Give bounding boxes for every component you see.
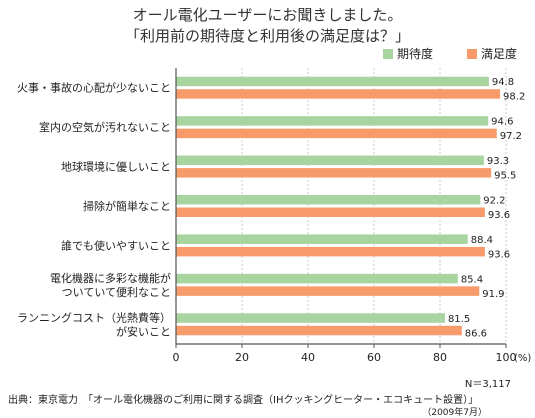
category-label: ランニングコスト（光熱費等） [17, 310, 171, 324]
bar-expect [176, 195, 481, 205]
legend-label-expect: 期待度 [397, 46, 433, 61]
bar-expect [176, 76, 489, 87]
chart-title-line2: 「利用前の期待度と利用後の満足度は？」 [124, 27, 410, 45]
bar-satisfy [176, 246, 485, 257]
data-label-satisfy: 97.2 [500, 131, 522, 142]
bar-expect [176, 234, 468, 244]
data-label-expect: 85.4 [461, 274, 483, 285]
chart-title-line1: オール電化ユーザーにお聞きしました。 [132, 6, 403, 24]
x-tick-label: 20 [235, 351, 249, 364]
data-label-expect: 92.2 [483, 196, 505, 207]
source-note: 出典：東京電力 「オール電化機器のご利用に関する調査（IHクッキングヒーター・エ… [8, 395, 479, 406]
data-label-expect: 94.6 [491, 117, 513, 128]
bar-satisfy [176, 168, 492, 178]
data-label-expect: 93.3 [487, 156, 509, 167]
category-label: が安いこと [116, 324, 171, 338]
category-label: ついていて便利なこと [62, 286, 171, 299]
data-label-satisfy: 95.5 [494, 171, 516, 182]
x-unit-label: (%) [514, 353, 531, 364]
category-label: 掃除が簡単なこと [83, 199, 171, 213]
x-tick-label: 0 [173, 351, 180, 364]
data-label-satisfy: 91.9 [482, 289, 504, 300]
x-tick-label: 80 [433, 351, 447, 364]
bar-satisfy [176, 325, 462, 336]
sample-size-note: N＝3,117 [464, 379, 511, 390]
category-label: 電化機器に多彩な機能が [50, 271, 171, 285]
x-tick-label: 40 [301, 351, 315, 364]
legend-swatch-expect [383, 49, 393, 59]
data-label-expect: 94.8 [492, 77, 514, 88]
bar-expect [176, 116, 489, 126]
data-label-satisfy: 98.2 [503, 92, 525, 103]
bar-expect [176, 155, 484, 166]
category-label: 室内の空気が汚れないこと [39, 120, 171, 134]
data-label-satisfy: 86.6 [465, 328, 487, 339]
bar-satisfy [176, 89, 501, 99]
source-date: （2009年7月） [422, 408, 487, 418]
bar-expect [176, 273, 458, 284]
bar-satisfy [176, 207, 485, 217]
data-label-expect: 88.4 [471, 235, 493, 246]
data-label-expect: 81.5 [448, 314, 470, 325]
bar-satisfy [176, 286, 480, 296]
legend-label-satisfy: 満足度 [481, 46, 517, 61]
data-label-satisfy: 93.6 [488, 210, 510, 221]
x-tick-label: 100 [496, 351, 517, 364]
x-tick-label: 60 [367, 351, 381, 364]
data-label-satisfy: 93.6 [488, 249, 510, 260]
category-label: 地球環境に優しいこと [61, 160, 171, 174]
bar-expect [176, 313, 445, 323]
legend-swatch-satisfy [467, 49, 477, 59]
category-label: 火事・事故の心配が少ないこと [17, 81, 171, 95]
bar-satisfy [176, 128, 497, 139]
category-label: 誰でも使いやすいこと [61, 238, 171, 252]
